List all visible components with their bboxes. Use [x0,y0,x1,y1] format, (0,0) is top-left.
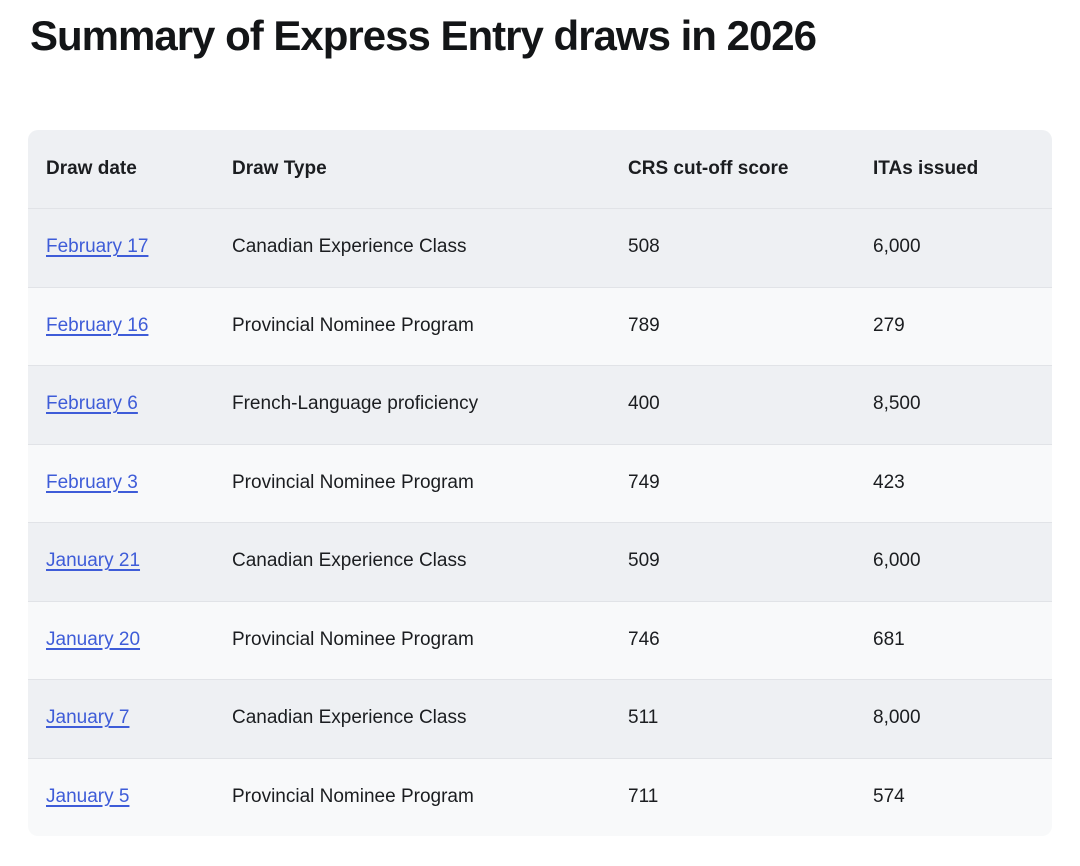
draw-type-cell: Canadian Experience Class [232,550,467,572]
draw-type-cell: Provincial Nominee Program [232,785,474,807]
crs-cutoff-cell: 511 [628,707,659,729]
table-row: January 21 Canadian Experience Class 509 6,… [28,522,1052,601]
table-row: January 7 Canadian Experience Class 511 8,0… [28,679,1052,758]
column-header-itas-issued: ITAs issued [873,157,979,179]
table-row: February 3 Provincial Nominee Program 749 4… [28,443,1052,522]
draw-type-cell: Canadian Experience Class [232,707,467,729]
draw-date-cell: February 17 [28,236,214,259]
draw-date-link[interactable]: January 5 [46,785,130,807]
draw-date-cell: February 3 [28,472,214,495]
itas-issued-cell: 279 [873,314,905,336]
draw-type-cell: Provincial Nominee Program [232,471,474,493]
draw-date-cell: February 16 [28,315,214,338]
draw-date-cell: January 21 [28,550,214,573]
table-header-row: Draw date Draw Type CRS cut-off score ITAs … [28,130,1052,208]
draw-date-cell: January 7 [28,707,214,730]
draw-date-cell: January 5 [28,786,214,809]
draw-date-cell: January 20 [28,629,214,652]
itas-issued-cell: 6,000 [873,550,921,572]
draw-date-link[interactable]: January 20 [46,628,141,650]
crs-cutoff-cell: 746 [628,628,660,650]
page-title: Summary of Express Entry draws in 2026 [30,12,817,59]
draw-date-link[interactable]: January 7 [46,707,130,729]
draw-date-cell: February 6 [28,393,214,416]
itas-issued-cell: 574 [873,785,905,807]
crs-cutoff-cell: 789 [628,314,660,336]
draw-type-cell: Provincial Nominee Program [232,628,474,650]
crs-cutoff-cell: 749 [628,471,660,493]
column-header-crs-cut-off-score: CRS cut-off score [628,157,789,179]
itas-issued-cell: 8,000 [873,707,921,729]
table-body: February 17 Canadian Experience Class 508 6… [28,208,1052,836]
table-row: January 5 Provincial Nominee Program 711 57… [28,757,1052,836]
crs-cutoff-cell: 508 [628,236,660,258]
crs-cutoff-cell: 509 [628,550,660,572]
draw-date-link[interactable]: February 3 [46,471,138,493]
table-row: February 17 Canadian Experience Class 508 6… [28,208,1052,287]
table-row: February 6 French-Language proficiency 400… [28,365,1052,444]
crs-cutoff-cell: 711 [628,785,659,807]
crs-cutoff-cell: 400 [628,393,660,415]
draw-date-link[interactable]: February 6 [46,393,138,415]
express-entry-draws-table: Draw date Draw Type CRS cut-off score ITAs … [28,130,1052,836]
itas-issued-cell: 8,500 [873,393,921,415]
draw-type-cell: French-Language proficiency [232,393,479,415]
column-header-draw-type: Draw Type [232,157,327,179]
draw-date-link[interactable]: February 17 [46,236,149,258]
column-header-draw-date: Draw date [46,157,137,179]
draw-type-cell: Provincial Nominee Program [232,314,474,336]
table-row: February 16 Provincial Nominee Program 789… [28,286,1052,365]
draw-date-link[interactable]: January 21 [46,550,141,572]
table-row: January 20 Provincial Nominee Program 746 6… [28,600,1052,679]
itas-issued-cell: 6,000 [873,236,921,258]
draw-date-link[interactable]: February 16 [46,314,149,336]
itas-issued-cell: 423 [873,471,905,493]
itas-issued-cell: 681 [873,628,905,650]
draw-type-cell: Canadian Experience Class [232,236,467,258]
